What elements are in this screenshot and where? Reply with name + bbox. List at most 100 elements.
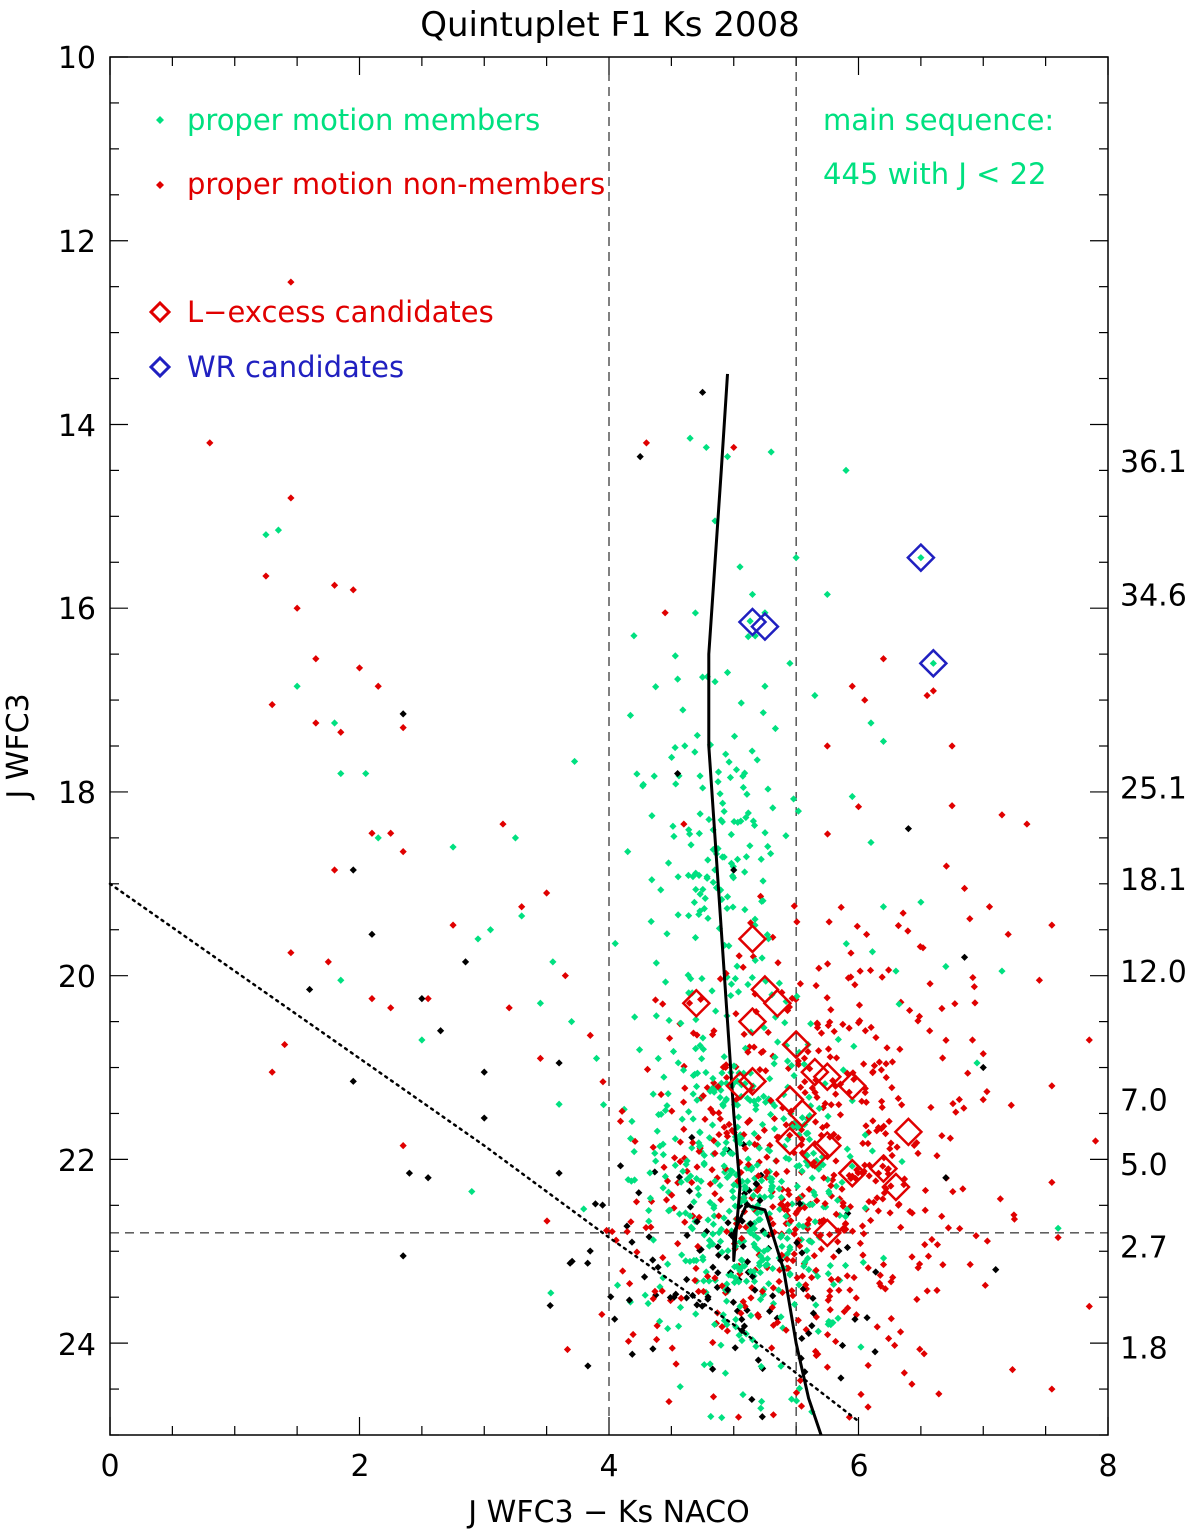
nonmember-point <box>983 1237 991 1245</box>
member-point <box>710 1204 718 1212</box>
nonmember-point <box>708 1031 717 1039</box>
member-point <box>706 1360 714 1368</box>
member-point <box>362 769 370 778</box>
mass-label: 7.0 <box>1120 1084 1168 1119</box>
member-point <box>848 792 856 801</box>
member-point <box>815 1165 823 1173</box>
nonmember-point <box>856 1017 864 1025</box>
nonmember-point <box>717 1196 725 1204</box>
nonmember-point <box>864 1361 872 1370</box>
nonmember-point <box>281 1040 289 1049</box>
member-point <box>838 1178 846 1186</box>
member-point <box>750 1097 758 1105</box>
member-point <box>736 1267 744 1275</box>
nonmember-point <box>900 1369 908 1377</box>
unclassified-point <box>698 1302 706 1310</box>
member-point <box>727 991 735 1000</box>
nonmember-point <box>956 1224 964 1233</box>
nonmember-point <box>790 902 798 910</box>
nonmember-point <box>929 687 937 695</box>
member-point <box>740 1193 748 1201</box>
member-point <box>751 915 759 923</box>
nonmember-point <box>734 1413 743 1421</box>
nonmember-point <box>624 1337 633 1345</box>
member-point <box>834 1314 842 1322</box>
unclassified-point <box>709 1365 717 1373</box>
nonmember-point <box>424 995 432 1003</box>
member-point <box>580 1205 588 1213</box>
nonmember-point <box>1023 820 1031 828</box>
member-point <box>825 1189 833 1197</box>
nonmember-point <box>711 1274 719 1282</box>
nonmember-point <box>714 1082 722 1091</box>
member-point <box>708 987 716 995</box>
nonmember-point <box>792 1210 800 1218</box>
nonmember-point <box>865 1172 873 1180</box>
nonmember-point <box>741 1302 749 1310</box>
nonmember-point <box>824 1021 832 1030</box>
nonmember-point <box>499 820 507 828</box>
member-point <box>709 1230 717 1238</box>
nonmember-point <box>896 1045 904 1053</box>
member-point <box>737 1134 745 1142</box>
nonmember-point <box>660 1163 668 1171</box>
member-point <box>867 838 875 847</box>
member-point <box>868 1147 876 1155</box>
unclassified-point <box>682 1294 691 1302</box>
legend-lexcess-diamond <box>148 300 172 324</box>
lexcess-candidate-marker <box>775 1126 805 1156</box>
member-point <box>823 590 831 599</box>
member-point <box>720 1214 728 1222</box>
nonmember-point <box>824 1045 833 1053</box>
nonmember-point <box>996 1195 1004 1203</box>
nonmember-point <box>616 1117 625 1125</box>
member-point <box>785 1227 793 1235</box>
member-point <box>755 1262 764 1270</box>
member-point <box>687 975 695 983</box>
nonmember-point <box>823 1363 832 1371</box>
nonmember-point <box>946 1134 954 1142</box>
nonmember-point <box>811 1088 819 1097</box>
member-point <box>736 563 744 571</box>
nonmember-point <box>674 1240 682 1248</box>
y-tick-labels: 10 12 14 16 18 20 22 24 <box>58 41 96 1363</box>
nonmember-point <box>789 1292 797 1300</box>
nonmember-point <box>820 1174 828 1182</box>
nonmember-point <box>732 1010 740 1018</box>
nonmember-point <box>853 922 861 930</box>
member-point <box>691 934 700 942</box>
nonmember-point <box>869 1117 877 1125</box>
mass-label: 5.0 <box>1120 1148 1168 1183</box>
member-point <box>692 1310 700 1318</box>
member-point <box>745 1139 753 1147</box>
member-point <box>782 1154 790 1162</box>
nonmember-point <box>887 1182 895 1190</box>
nonmember-point <box>701 1115 709 1123</box>
chart-title: Quintuplet F1 Ks 2008 <box>420 5 800 45</box>
member-point <box>671 652 679 660</box>
nonmember-point <box>854 803 863 811</box>
member-point <box>807 1102 815 1110</box>
nonmember-point <box>643 1065 652 1073</box>
nonmember-point <box>879 655 888 663</box>
unclassified-point <box>709 1263 717 1271</box>
member-point <box>750 821 759 830</box>
member-point <box>724 1247 732 1255</box>
nonmember-point <box>312 719 320 727</box>
axis-ticks <box>109 56 1109 1436</box>
unclassified-point <box>418 995 426 1003</box>
unclassified-point <box>685 1187 694 1195</box>
nonmember-point <box>896 1328 905 1336</box>
nonmember-point <box>817 1029 826 1037</box>
nonmember-point <box>897 1223 905 1231</box>
nonmember-point <box>938 1132 946 1140</box>
lexcess-candidate-marker <box>781 1029 811 1060</box>
member-point <box>785 1155 793 1163</box>
member-point <box>706 1198 714 1206</box>
nonmember-point <box>824 1296 832 1304</box>
member-point <box>651 1149 659 1157</box>
nonmember-point <box>898 1101 906 1109</box>
nonmember-point <box>762 1067 770 1075</box>
nonmember-point <box>618 1107 626 1115</box>
nonmember-point <box>751 1140 759 1148</box>
